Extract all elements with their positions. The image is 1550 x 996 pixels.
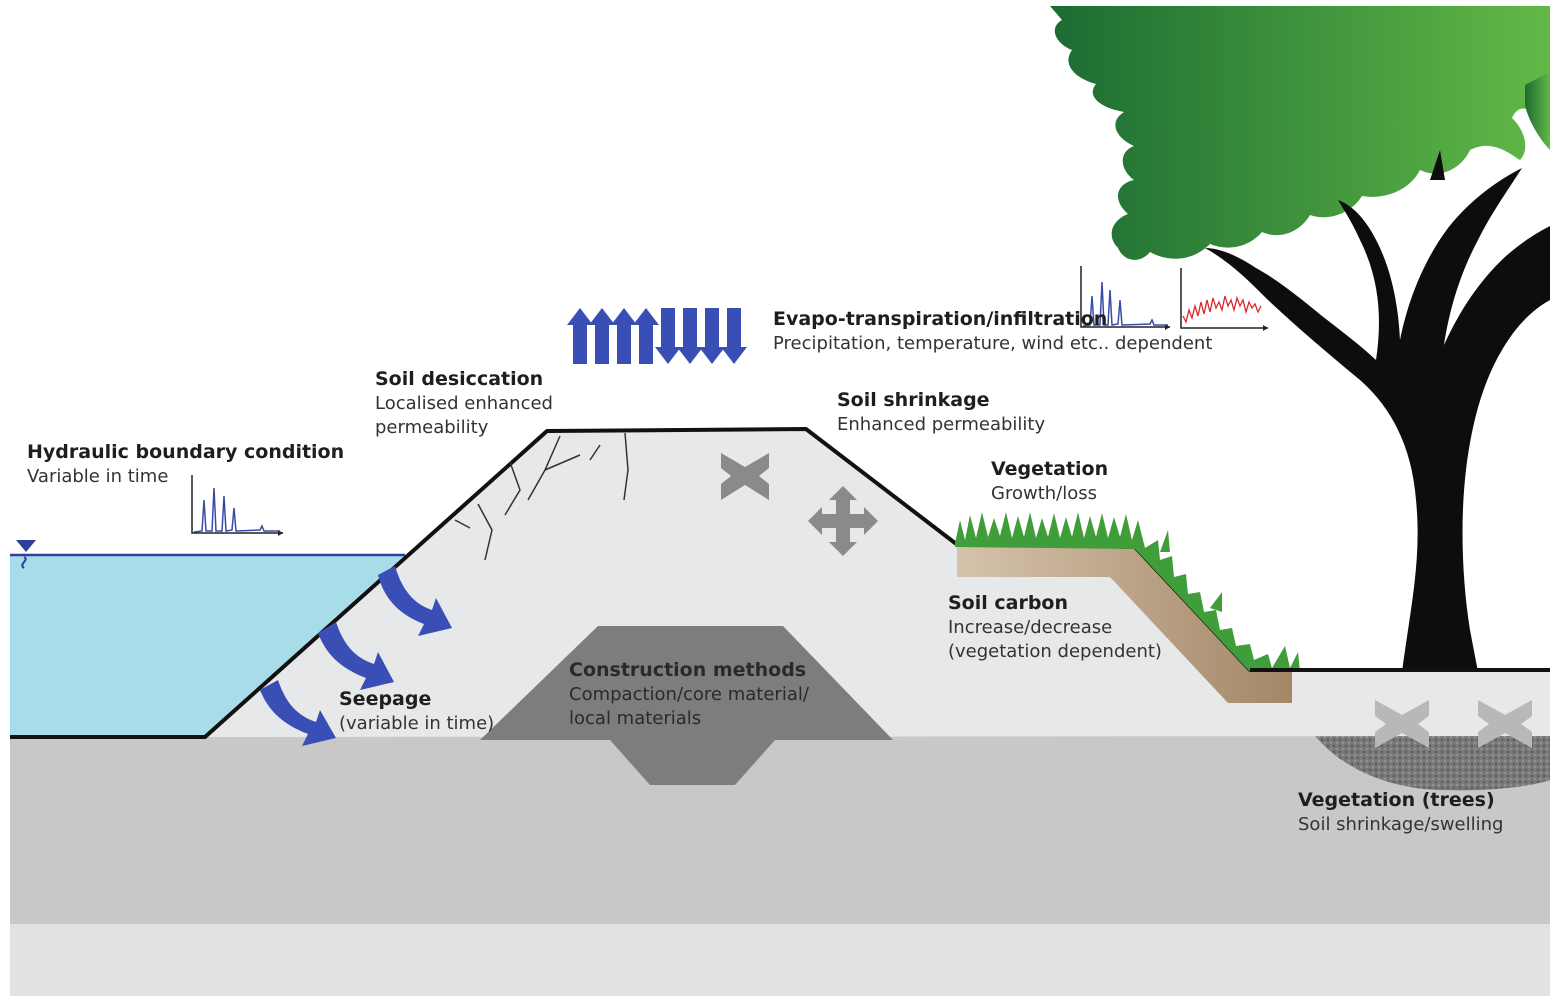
label-soil-shrinkage: Soil shrinkage Enhanced permeability: [837, 388, 1045, 437]
evapo-arrow-icon: [567, 308, 747, 364]
desiccation-title: Soil desiccation: [375, 368, 544, 390]
tree-shrink-icon: [1375, 700, 1532, 748]
sparkline-icon: [1080, 266, 1170, 330]
vegetation-desc: Growth/loss: [991, 483, 1097, 505]
carbon-desc: Increase/decrease (vegetation dependent): [948, 617, 1162, 662]
construction-title: Construction methods: [569, 659, 807, 681]
soil-carbon-layer: [957, 545, 1292, 703]
hydraulic-title: Hydraulic boundary condition: [27, 441, 345, 463]
water-level-icon: [16, 540, 36, 569]
label-seepage: Seepage (variable in time): [339, 687, 494, 736]
evapo-title: Evapo-transpiration/infiltration: [773, 308, 1108, 330]
label-hydraulic-boundary: Hydraulic boundary condition Variable in…: [27, 440, 344, 489]
tree-trunk: [1205, 150, 1550, 672]
evapo-desc: Precipitation, temperature, wind etc.. d…: [773, 333, 1213, 355]
carbon-title: Soil carbon: [948, 592, 1069, 614]
label-soil-carbon: Soil carbon Increase/decrease (vegetatio…: [948, 591, 1162, 664]
sparkline-icon: [191, 475, 283, 536]
shrinkage-desc: Enhanced permeability: [837, 414, 1046, 436]
crack-icon: [454, 432, 629, 561]
label-vegetation: Vegetation Growth/loss: [991, 457, 1108, 506]
bottom-layer: [10, 922, 1550, 996]
sparkline-icon: [1180, 268, 1268, 331]
desiccation-desc: Localised enhanced permeability: [375, 393, 553, 438]
water-body: [10, 555, 405, 737]
seepage-arrow-icon: [260, 566, 452, 746]
swell-icon: [808, 486, 878, 556]
shrinkage-title: Soil shrinkage: [837, 389, 990, 411]
grass: [955, 512, 1300, 672]
trees-title: Vegetation (trees): [1298, 789, 1495, 811]
label-soil-desiccation: Soil desiccation Localised enhanced perm…: [375, 367, 553, 440]
seepage-desc: (variable in time): [339, 713, 495, 735]
vegetation-title: Vegetation: [991, 458, 1109, 480]
label-vegetation-trees: Vegetation (trees) Soil shrinkage/swelli…: [1298, 788, 1503, 837]
construction-core: [480, 626, 893, 785]
tree-foliage: [1050, 6, 1550, 260]
foundation-layer: [10, 736, 1550, 924]
trees-desc: Soil shrinkage/swelling: [1298, 814, 1504, 836]
construction-desc: Compaction/core material/ local material…: [569, 684, 809, 729]
label-construction-methods: Construction methods Compaction/core mat…: [569, 658, 809, 731]
hydraulic-desc: Variable in time: [27, 466, 169, 488]
seepage-title: Seepage: [339, 688, 432, 710]
label-evapo-transpiration: Evapo-transpiration/infiltration Precipi…: [773, 307, 1212, 356]
shrink-icon: [721, 453, 769, 500]
